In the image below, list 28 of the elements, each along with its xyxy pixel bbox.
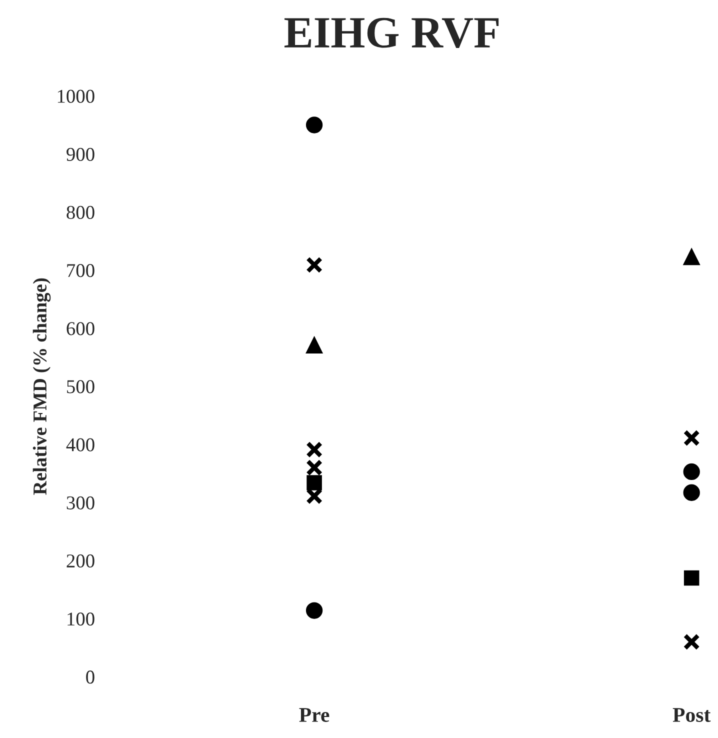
- y-tick-label: 0: [86, 670, 94, 684]
- x-tick-label: Post: [672, 708, 711, 722]
- x-tick-label: Pre: [299, 708, 330, 722]
- y-tick-label: 500: [67, 380, 94, 394]
- y-tick-label: 700: [67, 264, 94, 278]
- point: [683, 430, 700, 446]
- point: [306, 256, 323, 274]
- y-axis-title: Relative FMD (% change): [32, 278, 51, 495]
- y-tick-label: 900: [66, 148, 94, 161]
- y-tick-label: 200: [66, 554, 94, 568]
- y-tick-label: 300: [66, 496, 94, 510]
- point: [306, 459, 323, 476]
- point: [684, 570, 700, 586]
- point: [306, 441, 323, 458]
- y-tick-label: 400: [66, 438, 94, 452]
- y-tick-label: 1000: [58, 90, 94, 103]
- y-tick-label: 800: [66, 206, 94, 220]
- point: [683, 484, 700, 501]
- chart-title: EIHG RVF: [284, 18, 499, 48]
- point: [306, 116, 323, 134]
- point: [306, 602, 323, 619]
- point: [683, 634, 700, 650]
- point: [683, 248, 700, 266]
- y-tick-label: 600: [66, 322, 94, 336]
- point: [306, 475, 322, 490]
- point: [306, 336, 323, 354]
- y-tick-label: 100: [68, 612, 94, 626]
- point: [683, 463, 700, 480]
